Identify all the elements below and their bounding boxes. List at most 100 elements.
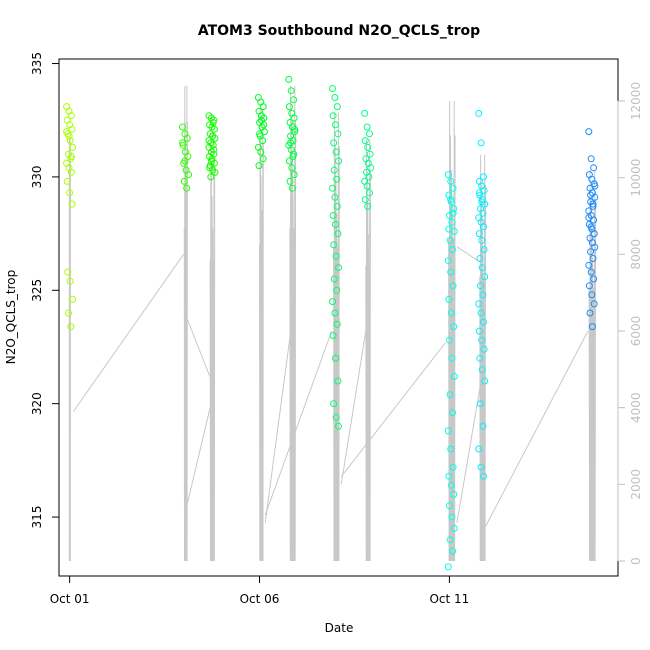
altitude-transit: [264, 330, 333, 516]
data-point: [179, 123, 186, 131]
data-point: [206, 121, 214, 129]
y-tick-label: 325: [30, 279, 44, 302]
data-point: [333, 286, 341, 294]
data-point: [446, 236, 454, 244]
data-point: [206, 130, 214, 138]
data-point: [333, 175, 341, 183]
data-point: [449, 209, 457, 217]
data-point: [480, 318, 487, 326]
data-point: [446, 536, 454, 544]
data-point: [447, 268, 455, 276]
y2-tick-label: 6000: [629, 316, 643, 347]
x-tick-label: Oct 11: [429, 592, 469, 606]
data-point: [478, 366, 486, 374]
altitude-segment: [289, 85, 297, 562]
data-point: [333, 103, 341, 111]
data-point: [331, 94, 339, 101]
y2-axis: 0 2000 4000 6000 8000 10000 12000: [617, 82, 643, 565]
y2-tick-label: 8000: [629, 239, 643, 270]
altitude-segment: [183, 85, 188, 562]
data-point: [285, 157, 293, 165]
data-point: [66, 277, 74, 285]
altitude-segment: [68, 139, 71, 562]
data-point: [257, 148, 265, 156]
data-point: [476, 255, 484, 262]
data-point: [585, 128, 593, 136]
data-point: [259, 155, 267, 163]
data-point: [590, 164, 598, 172]
data-point: [185, 171, 192, 179]
altitude-transit: [456, 246, 481, 263]
data-point: [330, 166, 338, 174]
data-point: [449, 246, 456, 253]
data-point: [589, 255, 597, 262]
data-point: [477, 139, 485, 147]
data-point: [365, 173, 373, 181]
data-point: [448, 218, 456, 226]
data-point: [475, 300, 483, 308]
data-point: [63, 177, 71, 185]
data-point: [364, 202, 372, 210]
data-point: [444, 257, 452, 265]
data-point: [447, 481, 455, 489]
data-point: [335, 264, 342, 272]
altitude-transit: [264, 323, 293, 523]
altitude-segment: [448, 100, 456, 562]
data-point: [66, 189, 74, 197]
y-tick-label: 330: [30, 165, 44, 188]
altitude-segment: [588, 169, 597, 562]
data-point: [589, 202, 597, 210]
data-point: [205, 137, 213, 145]
data-point: [288, 184, 296, 192]
x-tick-label: Oct 06: [240, 592, 280, 606]
data-point: [183, 134, 191, 142]
data-point: [587, 155, 595, 163]
data-point: [481, 273, 489, 281]
data-point: [447, 445, 455, 453]
data-point: [363, 182, 371, 190]
x-tick-label: Oct 01: [50, 592, 90, 606]
altitude-transit: [340, 330, 367, 485]
data-point: [179, 139, 186, 147]
data-point: [480, 472, 487, 480]
y-axis-label: N2O_QCLS_trop: [4, 270, 18, 365]
data-point: [445, 295, 453, 303]
data-point: [181, 157, 189, 165]
data-point: [65, 132, 73, 140]
data-point: [329, 112, 337, 120]
data-point: [367, 164, 375, 172]
data-point: [475, 445, 483, 453]
data-point: [479, 209, 487, 217]
data-point: [480, 246, 488, 253]
data-point: [332, 121, 339, 129]
data-point: [334, 130, 342, 138]
data-point: [69, 295, 77, 303]
data-point: [480, 173, 487, 181]
data-point: [449, 282, 457, 290]
data-point: [479, 422, 487, 430]
data-point: [450, 373, 458, 380]
data-point: [329, 332, 337, 340]
data-point: [206, 153, 214, 160]
y-tick-label: 335: [30, 52, 44, 75]
data-point: [366, 130, 373, 138]
data-point: [591, 182, 599, 190]
altitude-transit: [186, 319, 211, 378]
data-point: [289, 153, 297, 160]
data-point: [67, 112, 75, 120]
data-point: [290, 96, 298, 104]
data-point: [66, 137, 74, 145]
data-point: [449, 547, 456, 555]
data-point: [257, 112, 265, 120]
y-axis: 315 320 325 330 335: [30, 52, 60, 528]
data-point: [291, 128, 299, 136]
x-axis: Oct 01 Oct 06 Oct 11: [50, 575, 469, 606]
data-point: [259, 103, 267, 111]
data-point: [444, 171, 452, 179]
data-point: [334, 230, 342, 238]
altitude-segment: [259, 108, 264, 562]
data-point: [450, 205, 458, 213]
data-point: [478, 264, 486, 272]
data-point: [290, 171, 298, 179]
